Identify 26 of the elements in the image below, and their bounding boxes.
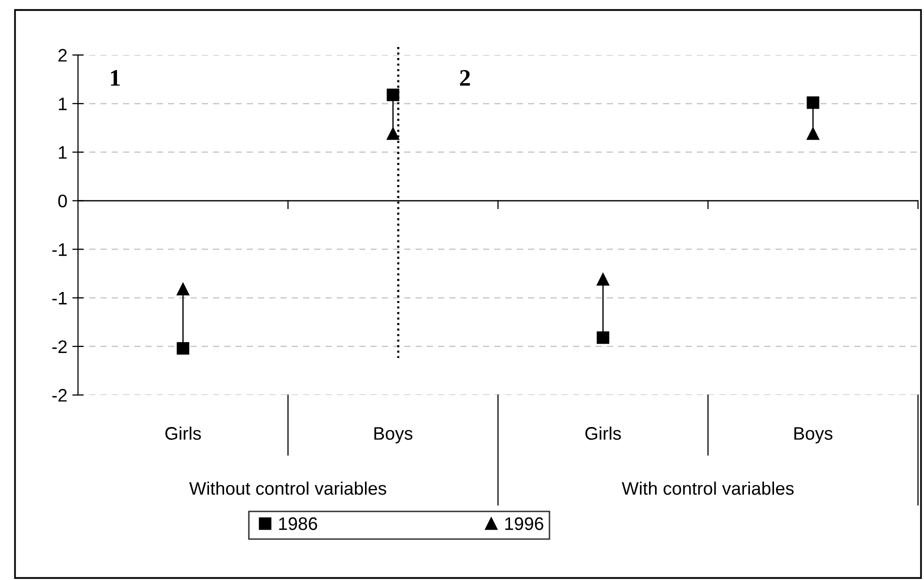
annotation: 1 bbox=[110, 70, 120, 86]
y-tick-label: -1 bbox=[52, 292, 67, 304]
point bbox=[176, 342, 190, 355]
y-tick-label: 1 bbox=[58, 98, 67, 110]
legend-label: 1986 bbox=[279, 517, 318, 530]
point bbox=[386, 127, 400, 140]
y-tick-label: -1 bbox=[52, 243, 67, 256]
x-tick-label: Girls bbox=[165, 426, 201, 440]
point bbox=[806, 96, 820, 109]
point bbox=[806, 127, 820, 140]
y-tick-label: -2 bbox=[52, 388, 67, 402]
y-tick-label: -2 bbox=[52, 340, 67, 353]
annotation: 2 bbox=[460, 70, 470, 86]
text: Without control variables bbox=[189, 482, 386, 495]
legend-label: 1996 bbox=[505, 517, 544, 530]
point bbox=[596, 273, 610, 286]
text: With control variables bbox=[622, 482, 794, 495]
point bbox=[176, 282, 190, 296]
x-tick-label: Boys bbox=[374, 427, 412, 444]
point bbox=[596, 331, 610, 344]
y-tick-label: 0 bbox=[58, 194, 67, 208]
x-tick-label: Girls bbox=[585, 426, 621, 440]
x-tick-label: Boys bbox=[794, 427, 832, 444]
point bbox=[386, 88, 400, 102]
y-tick-label: 1 bbox=[58, 146, 67, 159]
y-tick-label: 2 bbox=[58, 48, 67, 62]
